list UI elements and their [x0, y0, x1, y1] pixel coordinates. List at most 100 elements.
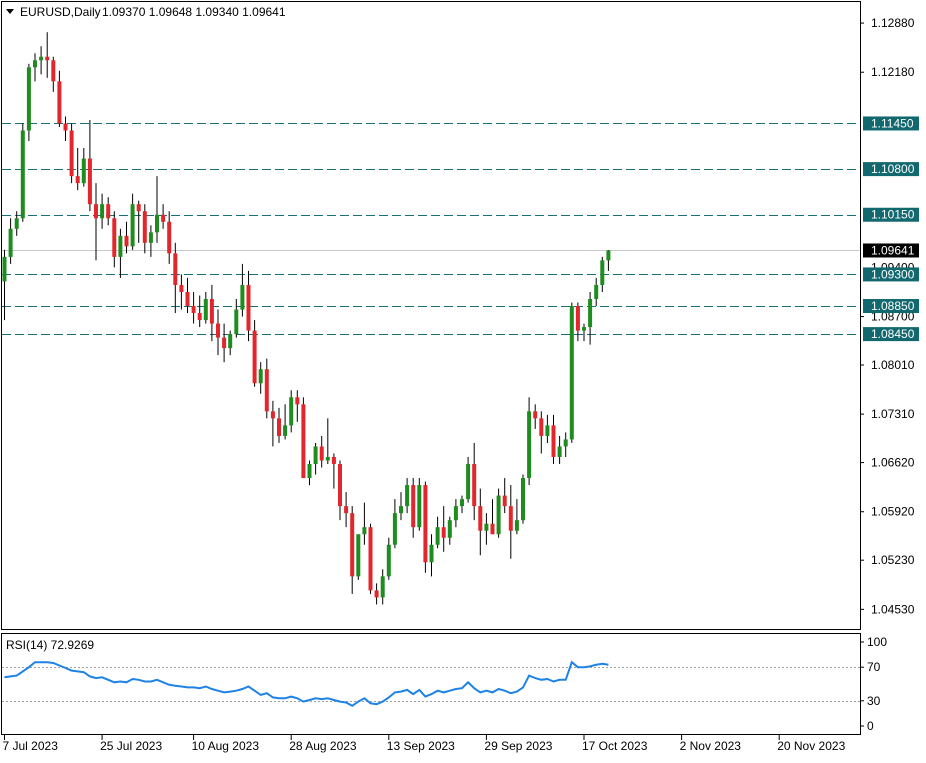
candle-body	[569, 306, 574, 440]
candle-body	[57, 81, 62, 124]
x-tick-label: 29 Sep 2023	[484, 739, 552, 753]
candle-body	[374, 590, 379, 598]
candle-body	[106, 204, 111, 219]
candle-body	[173, 253, 178, 285]
level-label: 1.10800	[871, 162, 915, 176]
candle-body	[179, 284, 184, 292]
y-tick-label: 1.05920	[871, 505, 915, 519]
header-symbol: EURUSD,Daily	[20, 5, 101, 19]
candle-body	[69, 130, 74, 177]
candle-body	[325, 456, 330, 461]
candle-body	[222, 337, 227, 349]
y-tick-label: 1.05230	[871, 553, 915, 567]
candle-body	[368, 527, 373, 591]
candle-body	[362, 527, 367, 535]
level-label: 1.10150	[871, 208, 915, 222]
candle-body	[264, 369, 269, 412]
candle-body	[472, 464, 477, 507]
candle-body	[252, 330, 257, 384]
candle-body	[447, 520, 452, 538]
y-tick-label: 1.06620	[871, 456, 915, 470]
candle-body	[521, 478, 525, 521]
candle-body	[344, 506, 349, 514]
candle-body	[142, 211, 147, 243]
candle-body	[563, 439, 568, 447]
price-pane-frame	[1, 1, 861, 630]
candle-body	[240, 284, 245, 310]
candle-body	[289, 397, 294, 426]
level-label: 1.08450	[871, 327, 915, 341]
candle-body	[453, 506, 458, 521]
y-tick-label: 1.04530	[871, 602, 915, 616]
candle-body	[411, 485, 416, 528]
y-tick-label: 1.08010	[871, 358, 915, 372]
candle-body	[216, 323, 220, 338]
candle-body	[484, 523, 489, 531]
candle-body	[148, 232, 153, 243]
candle-body	[600, 260, 605, 285]
header-ohlc: 1.09370 1.09648 1.09340 1.09641	[102, 5, 286, 19]
candle-body	[277, 418, 281, 436]
candle-body	[429, 544, 434, 563]
candle-body	[228, 334, 233, 349]
candle-body	[301, 404, 306, 479]
candle-body	[81, 158, 86, 184]
candle-body	[435, 527, 440, 545]
candle-body	[490, 523, 495, 535]
rsi-series-line	[4, 660, 609, 707]
candle-body	[405, 485, 410, 507]
candle-body	[588, 299, 593, 328]
candle-body	[350, 513, 355, 577]
level-label: 1.08850	[871, 299, 915, 313]
rsi-header-label: RSI(14) 72.9269	[6, 638, 94, 652]
candle-body	[460, 499, 464, 507]
rsi-tick-label: 30	[867, 694, 881, 708]
candle-body	[124, 235, 129, 247]
candle-body	[575, 306, 580, 331]
candle-body	[51, 60, 56, 82]
candle-body	[155, 214, 159, 233]
x-tick-label: 20 Nov 2023	[777, 739, 845, 753]
candle-body	[136, 204, 141, 212]
x-tick-label: 13 Sep 2023	[387, 739, 455, 753]
candle-body	[557, 446, 562, 457]
candle-body	[33, 60, 37, 68]
candle-body	[2, 256, 7, 282]
candle-body	[380, 576, 385, 598]
candle-body	[63, 123, 68, 131]
level-label-box	[863, 116, 919, 131]
level-label-box	[863, 267, 919, 282]
level-label-box	[863, 207, 919, 222]
candle-body	[399, 506, 403, 514]
y-tick-label: 1.08700	[871, 310, 915, 324]
x-tick-label: 28 Aug 2023	[289, 739, 357, 753]
candle-body	[14, 218, 19, 229]
level-label-box	[863, 299, 919, 314]
candle-body	[502, 495, 507, 507]
candle-body	[539, 418, 544, 436]
x-tick-label: 2 Nov 2023	[680, 739, 742, 753]
x-tick-label: 10 Aug 2023	[192, 739, 260, 753]
candle-body	[466, 464, 471, 500]
candle-body	[423, 485, 428, 563]
candle-body	[356, 534, 361, 577]
rsi-tick-label: 0	[867, 719, 874, 733]
candle-body	[87, 158, 92, 205]
candle-body	[527, 411, 532, 479]
candle-body	[386, 544, 391, 577]
rsi-tick-label: 70	[867, 660, 881, 674]
candle-body	[582, 327, 586, 331]
candle-body	[392, 513, 397, 545]
header-dropdown-icon[interactable]	[6, 9, 14, 14]
candle-body	[319, 446, 324, 461]
x-tick-label: 7 Jul 2023	[3, 739, 59, 753]
candle-body	[26, 67, 31, 131]
candle-body	[283, 425, 288, 436]
candle-body	[45, 56, 50, 61]
rsi-tick-label: 100	[867, 635, 887, 649]
candle-body	[441, 527, 446, 538]
candle-body	[496, 495, 501, 535]
candle-body	[417, 485, 422, 528]
